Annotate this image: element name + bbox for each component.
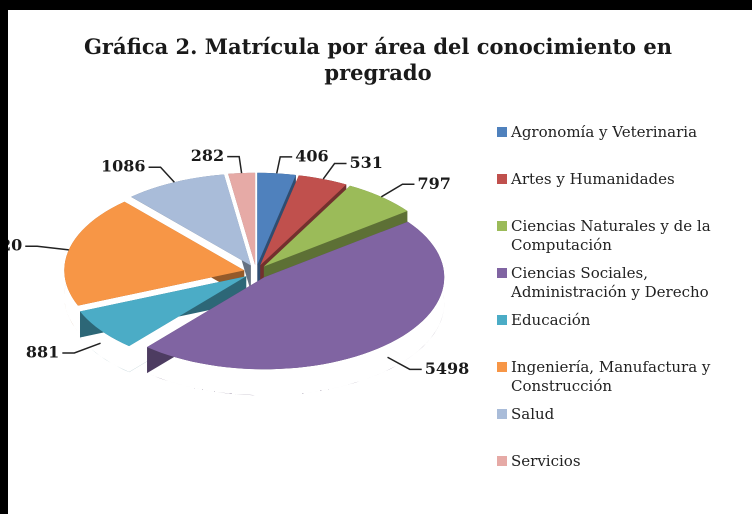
leader-line xyxy=(227,155,243,174)
slice xyxy=(228,172,256,265)
legend-swatch xyxy=(497,221,507,231)
slice xyxy=(263,185,408,267)
chart: 406 531 797 5498 881 2320 1086 282 xyxy=(8,146,470,396)
data-label: 531 xyxy=(350,153,383,172)
legend-label: Artes y Humanidades xyxy=(511,170,675,188)
legend-item: Artes y Humanidades xyxy=(495,170,752,189)
legend-swatch xyxy=(497,315,507,325)
data-label: 2320 xyxy=(8,236,22,255)
legend-swatch xyxy=(497,174,507,184)
legend-label: Educación xyxy=(511,311,591,329)
slice xyxy=(80,276,247,347)
chart-frame: 406 531 797 5498 881 2320 1086 282 Gráfica 2. M… xyxy=(8,10,752,514)
slice xyxy=(131,174,251,266)
chart-title: Gráfica 2. Matrícula por área del conoci… xyxy=(83,34,672,85)
legend-swatch xyxy=(497,456,507,466)
slice xyxy=(257,172,296,265)
legend-swatch xyxy=(497,362,507,372)
slice xyxy=(64,201,245,306)
legend-item: Ingeniería, Manufactura y Construcción xyxy=(495,358,752,396)
legend-label: Salud xyxy=(511,405,555,423)
leader-line xyxy=(380,183,415,198)
legend-item: Salud xyxy=(495,405,752,424)
leader-line xyxy=(387,356,422,371)
legend-label: Agronomía y Veterinaria xyxy=(511,123,698,141)
data-label: 797 xyxy=(417,174,450,193)
legend-label: Ciencias Naturales y de la Computación xyxy=(511,217,711,254)
data-label: 881 xyxy=(26,342,59,361)
legend-swatch xyxy=(497,409,507,419)
legend-item: Ciencias Sociales, Administración y Dere… xyxy=(495,264,752,302)
legend-swatch xyxy=(497,127,507,137)
leader-line xyxy=(25,245,69,251)
legend-item: Servicios xyxy=(495,452,752,471)
leader-line xyxy=(275,156,293,174)
data-label: 282 xyxy=(191,146,224,165)
slice xyxy=(260,175,347,266)
legend-swatch xyxy=(497,268,507,278)
legend-label: Ingeniería, Manufactura y Construcción xyxy=(511,358,711,395)
legend-item: Agronomía y Veterinaria xyxy=(495,123,752,142)
data-label: 5498 xyxy=(425,359,470,378)
data-label: 406 xyxy=(295,146,328,165)
legend-item: Educación xyxy=(495,311,752,330)
slice xyxy=(147,221,445,370)
legend-label: Ciencias Sociales, Administración y Dere… xyxy=(511,264,709,301)
data-label: 1086 xyxy=(101,157,146,176)
leader-line xyxy=(322,162,347,180)
legend-label: Servicios xyxy=(511,452,581,470)
leader-line xyxy=(62,342,101,354)
legend-item: Ciencias Naturales y de la Computación xyxy=(495,217,752,255)
leader-line xyxy=(148,166,175,183)
